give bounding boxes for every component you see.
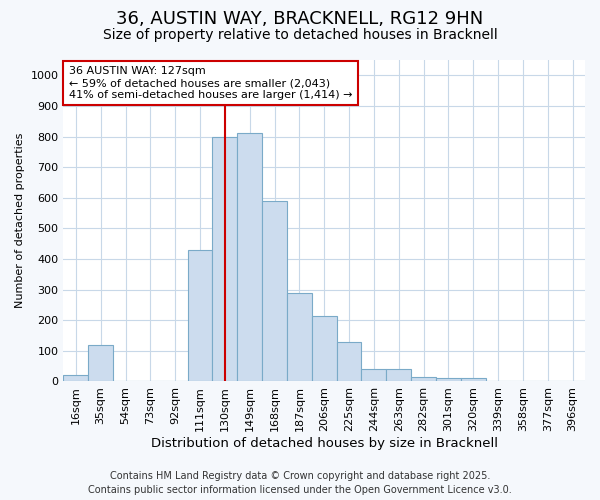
Bar bbox=[411, 377, 436, 382]
Bar bbox=[287, 292, 312, 382]
Bar bbox=[436, 378, 461, 382]
Bar bbox=[386, 369, 411, 382]
Bar bbox=[312, 316, 337, 382]
Bar bbox=[337, 342, 361, 382]
X-axis label: Distribution of detached houses by size in Bracknell: Distribution of detached houses by size … bbox=[151, 437, 498, 450]
Text: 36 AUSTIN WAY: 127sqm
← 59% of detached houses are smaller (2,043)
41% of semi-d: 36 AUSTIN WAY: 127sqm ← 59% of detached … bbox=[68, 66, 352, 100]
Text: Size of property relative to detached houses in Bracknell: Size of property relative to detached ho… bbox=[103, 28, 497, 42]
Bar bbox=[361, 369, 386, 382]
Bar bbox=[262, 201, 287, 382]
Bar bbox=[188, 250, 212, 382]
Bar bbox=[237, 134, 262, 382]
Text: 36, AUSTIN WAY, BRACKNELL, RG12 9HN: 36, AUSTIN WAY, BRACKNELL, RG12 9HN bbox=[116, 10, 484, 28]
Bar bbox=[461, 378, 485, 382]
Bar bbox=[212, 136, 237, 382]
Text: Contains HM Land Registry data © Crown copyright and database right 2025.
Contai: Contains HM Land Registry data © Crown c… bbox=[88, 471, 512, 495]
Y-axis label: Number of detached properties: Number of detached properties bbox=[15, 133, 25, 308]
Bar bbox=[64, 376, 88, 382]
Bar bbox=[88, 344, 113, 382]
